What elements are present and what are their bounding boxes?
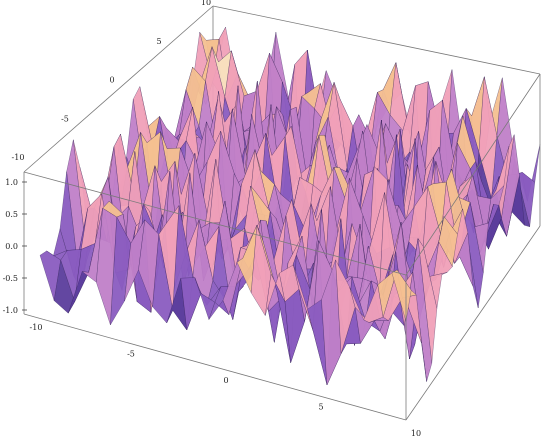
z-tick-label: 0.5 — [5, 210, 18, 219]
x-tick-label: -10 — [30, 323, 43, 332]
surface-mesh — [39, 26, 541, 386]
y-tick-label: 5 — [156, 37, 161, 46]
x-tick-label: 5 — [318, 403, 323, 412]
x-tick-label: -5 — [127, 350, 135, 359]
x-tick-label: 0 — [223, 376, 228, 385]
y-tick-label: -5 — [61, 114, 69, 123]
y-tick-label: -10 — [12, 153, 25, 162]
z-tick-label: 0.0 — [5, 242, 18, 251]
y-tick-label: 10 — [201, 0, 211, 7]
x-tick-label: 10 — [411, 429, 421, 438]
z-tick-label: 1.0 — [5, 178, 18, 187]
y-tick-label: 0 — [109, 76, 114, 85]
axes: -10 -5 0 5 10 -10 -5 0 5 10 -1.0 -0.5 0.0 0.5 1.0 — [3, 0, 422, 438]
z-tick-label: -1.0 — [3, 306, 18, 315]
z-tick-label: -0.5 — [3, 274, 18, 283]
box-front-edges — [23, 73, 541, 421]
